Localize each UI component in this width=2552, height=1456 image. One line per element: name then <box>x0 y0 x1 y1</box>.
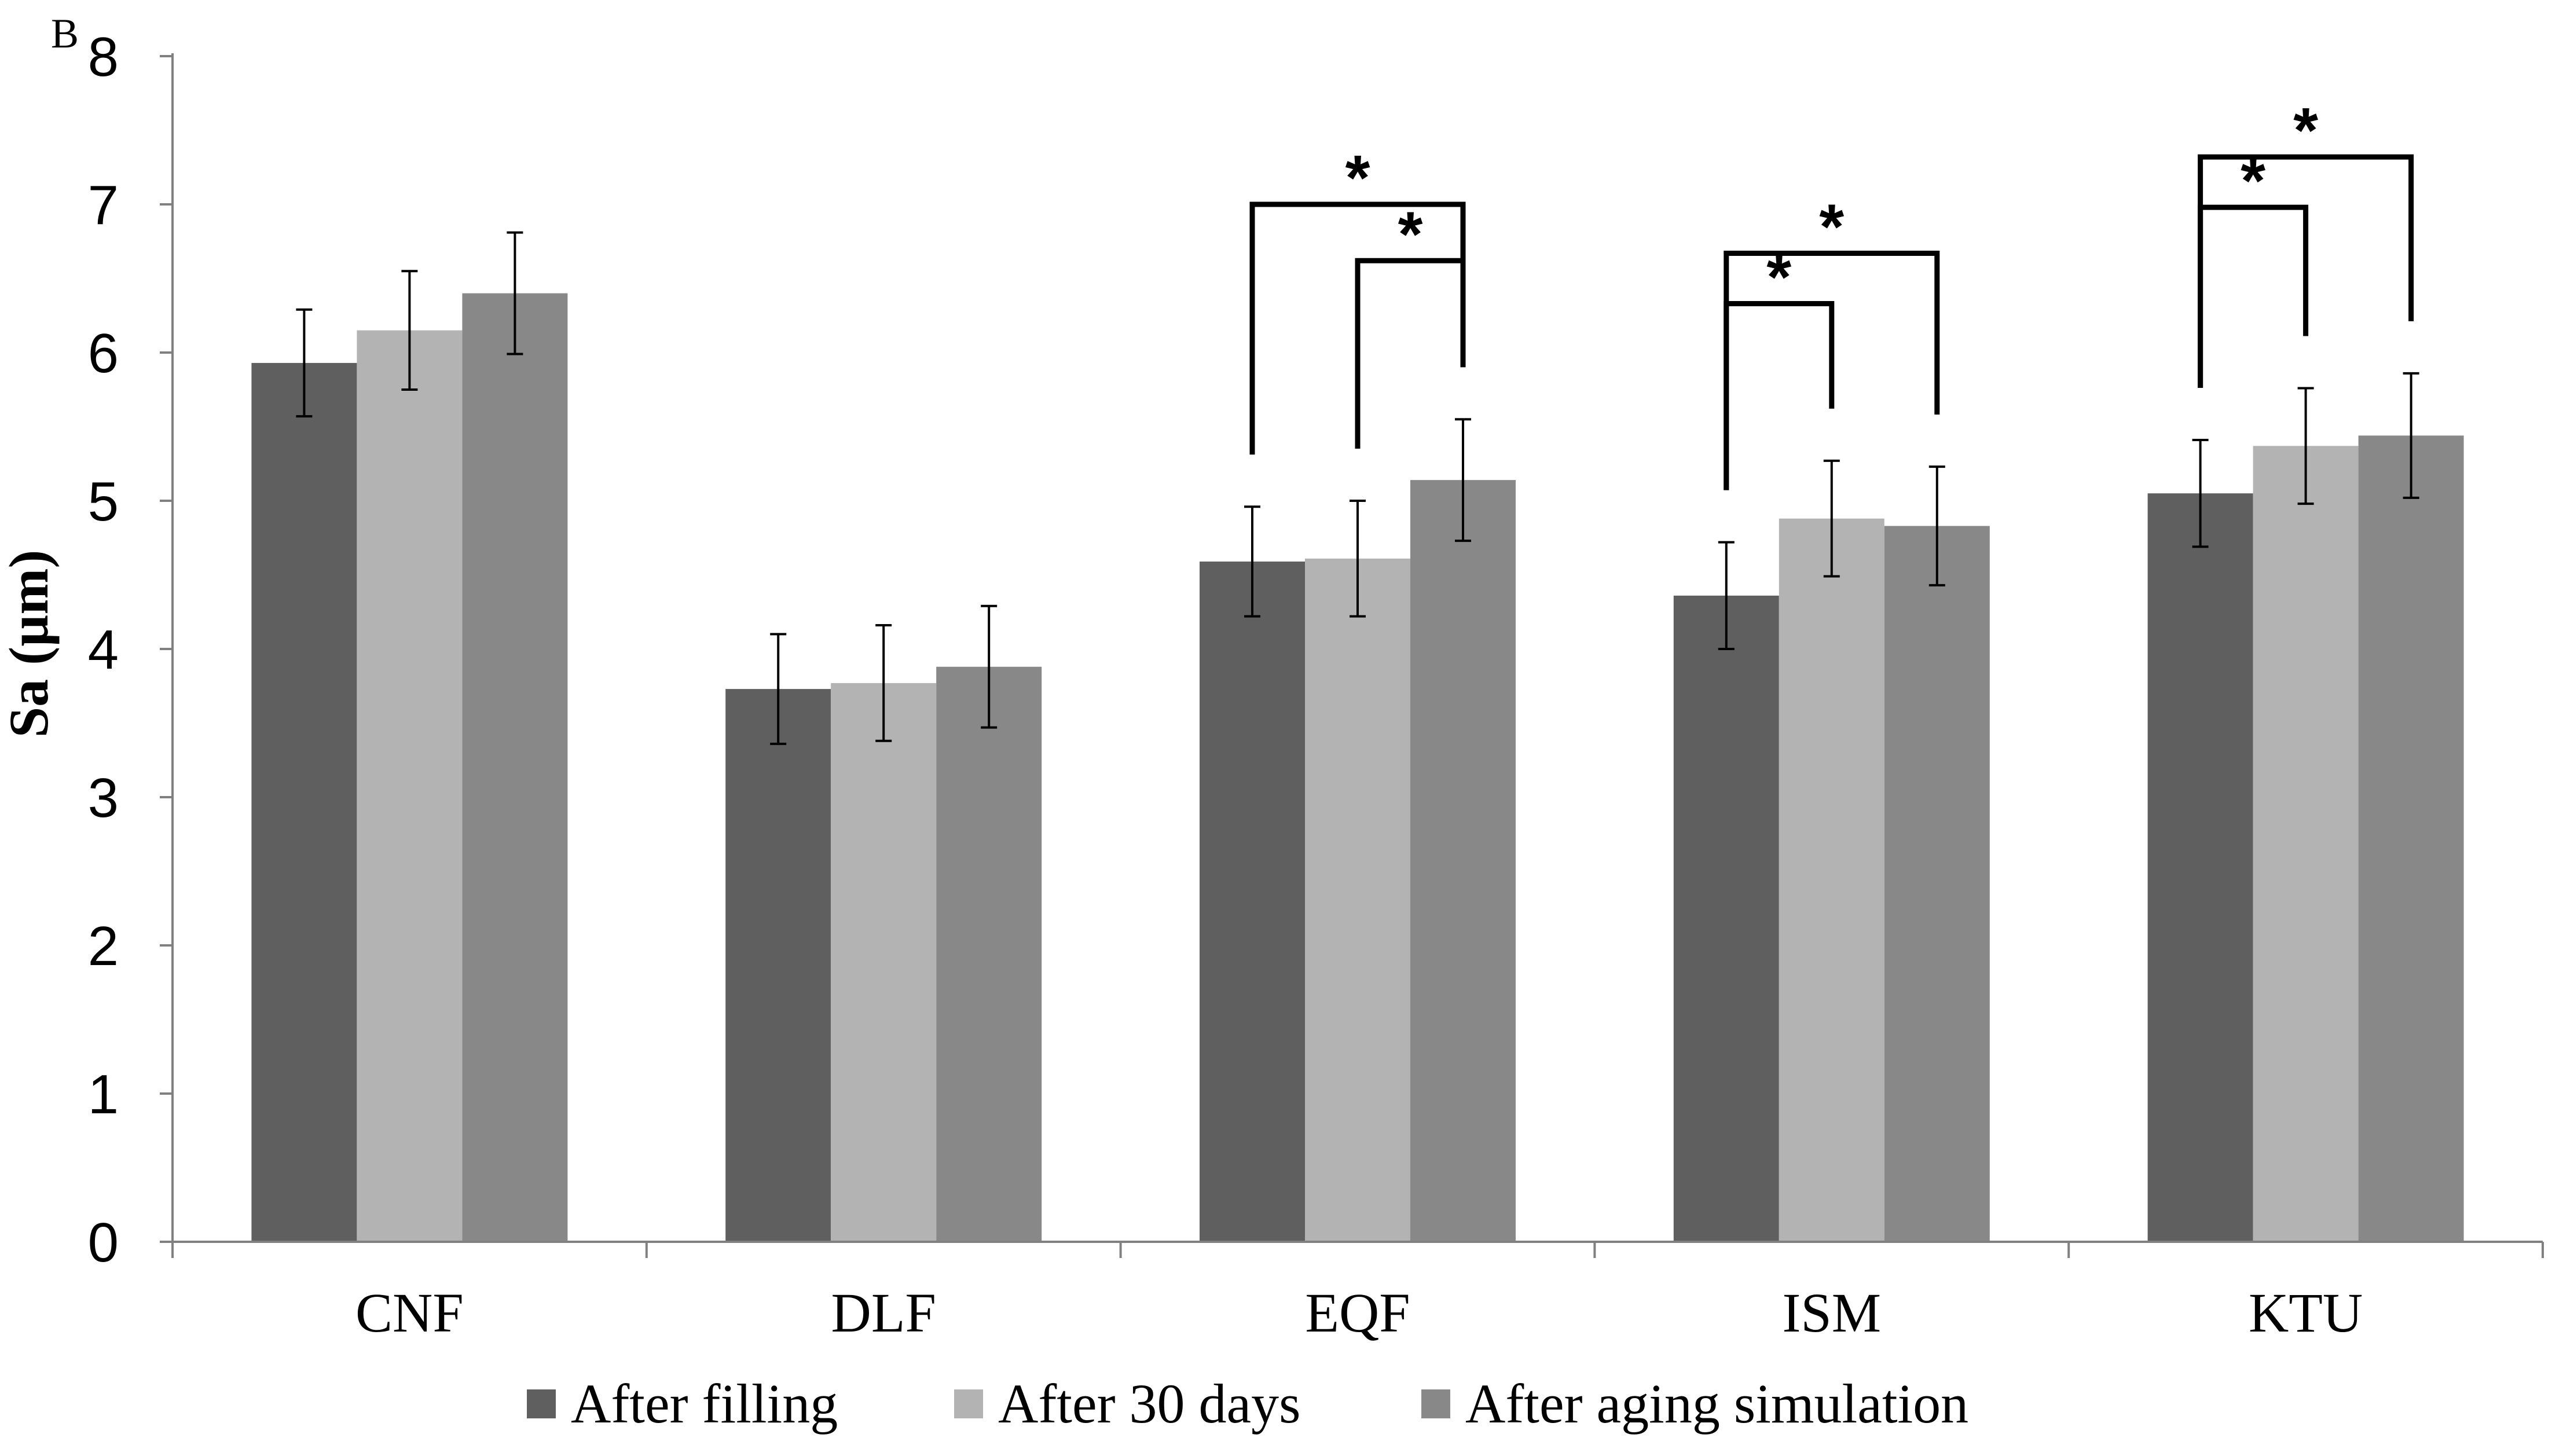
legend-swatch-series-1 <box>954 1389 983 1418</box>
axes-layer: 0 1 2 3 4 5 6 7 8 CNF DLF EQF ISM KTU <box>88 26 2544 1344</box>
error-bars-layer <box>296 231 2419 745</box>
y-tick-label: 1 <box>88 1063 119 1125</box>
bar-ktu-series-1 <box>2253 446 2359 1242</box>
bar-dlf-series-1 <box>831 683 937 1242</box>
bar-dlf-series-2 <box>936 666 1042 1242</box>
bar-ism-series-1 <box>1779 518 1884 1242</box>
legend-label-series-2: After aging simulation <box>1465 1373 1968 1435</box>
bar-ism-series-2 <box>1884 526 1990 1242</box>
bar-eqf-series-2 <box>1410 480 1516 1242</box>
legend-label-series-0: After filling <box>571 1373 838 1435</box>
bar-ktu-series-0 <box>2147 493 2253 1242</box>
significance-star: * <box>1766 242 1791 313</box>
significance-bracket-ism-3 <box>1724 301 1835 490</box>
y-tick-label: 0 <box>88 1212 119 1274</box>
y-tick-label: 7 <box>88 174 119 236</box>
y-tick-label: 4 <box>88 619 119 681</box>
panel-label: B <box>51 10 79 57</box>
x-tick-label-dlf: DLF <box>831 1282 936 1344</box>
bar-eqf-series-1 <box>1305 558 1410 1242</box>
y-axis-title: Sa (µm) <box>0 550 60 738</box>
legend-swatch-series-0 <box>527 1389 556 1418</box>
bars-layer <box>251 293 2464 1242</box>
bar-cnf-series-2 <box>462 293 568 1242</box>
bar-ism-series-0 <box>1673 595 1779 1242</box>
significance-star: * <box>2293 95 2318 166</box>
y-tick-label: 6 <box>88 322 119 384</box>
y-tick-label: 8 <box>88 26 119 88</box>
bar-dlf-series-0 <box>725 689 831 1242</box>
y-tick-label: 3 <box>88 767 119 829</box>
bar-cnf-series-1 <box>357 330 463 1242</box>
significance-bracket-ktu-5 <box>2198 204 2309 388</box>
legend: After filling After 30 days After aging si… <box>527 1373 1968 1435</box>
x-tick-label-eqf: EQF <box>1305 1282 1410 1344</box>
bar-eqf-series-0 <box>1200 561 1305 1242</box>
bar-cnf-series-0 <box>251 362 357 1242</box>
bar-ktu-series-2 <box>2358 435 2464 1242</box>
significance-star: * <box>2241 145 2265 217</box>
legend-swatch-series-2 <box>1421 1389 1450 1418</box>
significance-layer: * * * * * * <box>1249 95 2414 490</box>
significance-star: * <box>1345 142 1370 214</box>
significance-star: * <box>1819 191 1844 262</box>
y-tick-label: 2 <box>88 915 119 977</box>
x-tick-label-ktu: KTU <box>2249 1282 2363 1344</box>
x-tick-label-cnf: CNF <box>355 1282 464 1344</box>
legend-label-series-1: After 30 days <box>998 1373 1301 1435</box>
x-tick-label-ism: ISM <box>1782 1282 1881 1344</box>
significance-bracket-eqf-1 <box>1355 258 1466 449</box>
y-tick-label: 5 <box>88 471 119 533</box>
significance-star: * <box>1398 199 1423 270</box>
